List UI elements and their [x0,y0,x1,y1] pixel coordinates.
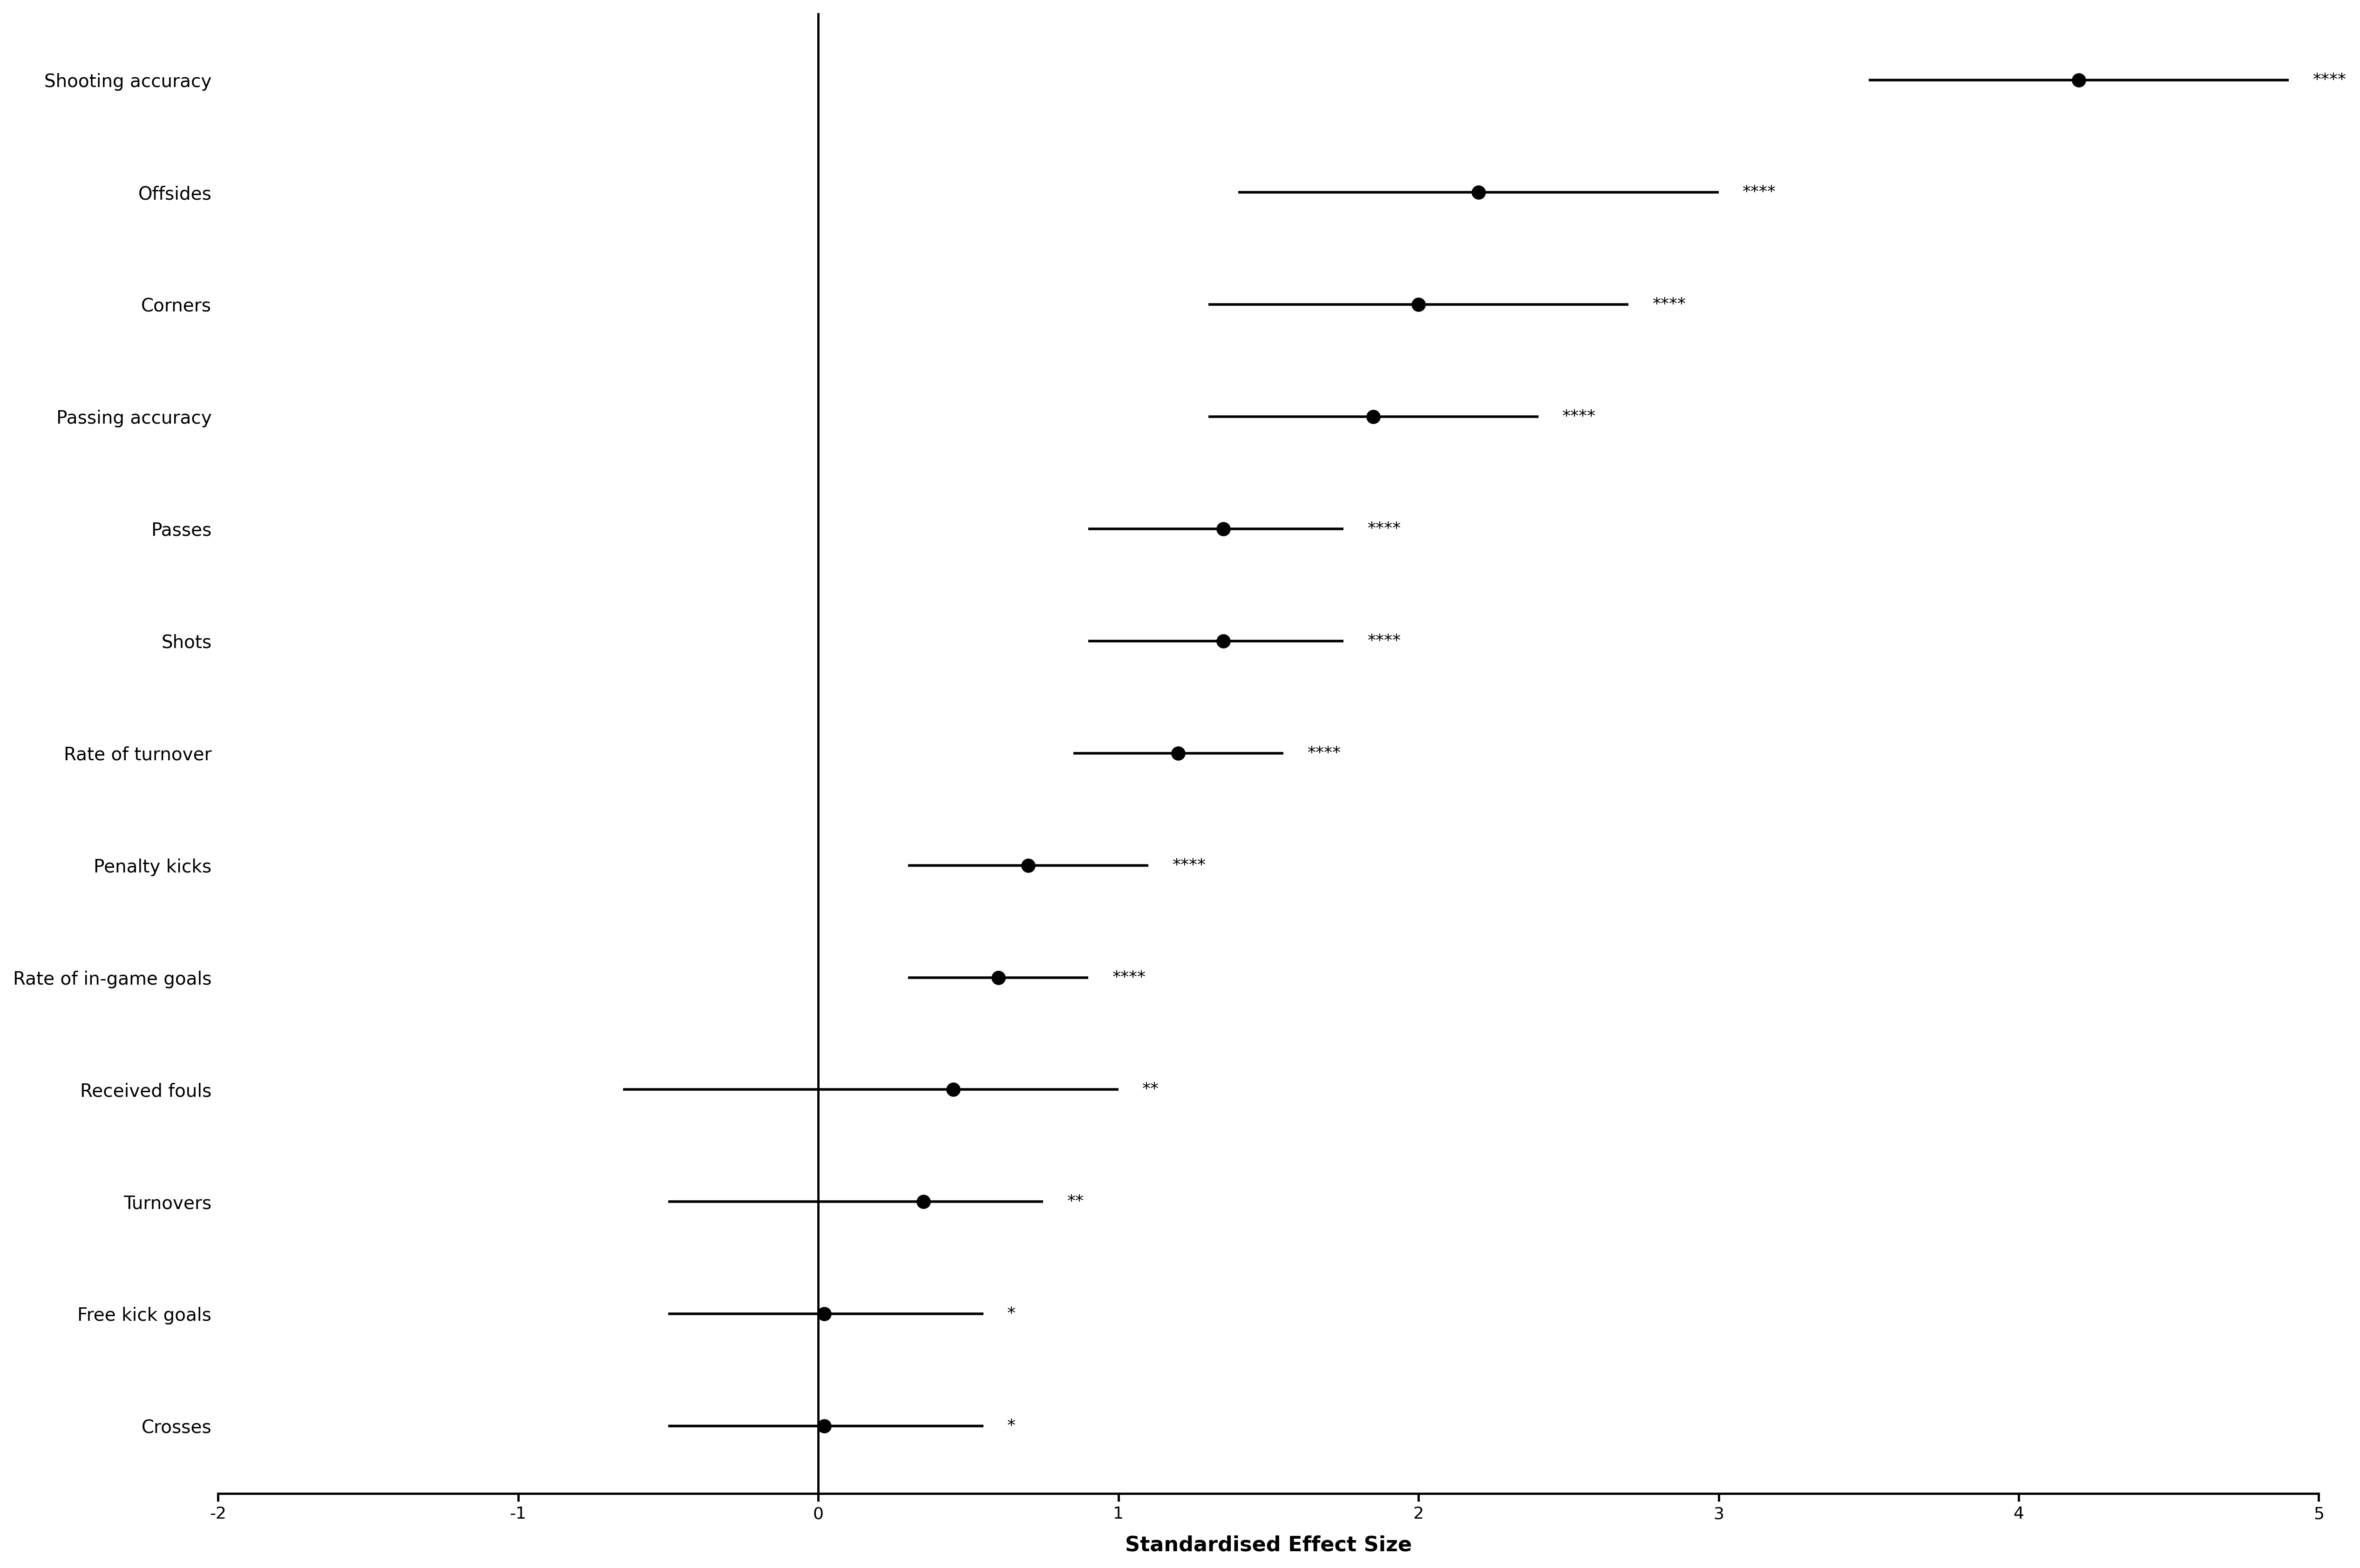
Text: ****: **** [1366,633,1402,649]
Text: ****: **** [2313,72,2346,88]
Text: ****: **** [1366,521,1402,536]
Text: **: ** [1067,1193,1083,1209]
Text: ****: **** [1652,296,1685,312]
Text: **: ** [1142,1082,1159,1098]
Text: *: * [1008,1306,1015,1322]
Text: ****: **** [1562,409,1595,425]
Text: *: * [1008,1417,1015,1435]
X-axis label: Standardised Effect Size: Standardised Effect Size [1126,1535,1411,1555]
Text: ****: **** [1742,185,1777,201]
Text: ****: **** [1112,969,1147,985]
Text: ****: **** [1307,745,1340,760]
Text: ****: **** [1173,858,1206,873]
